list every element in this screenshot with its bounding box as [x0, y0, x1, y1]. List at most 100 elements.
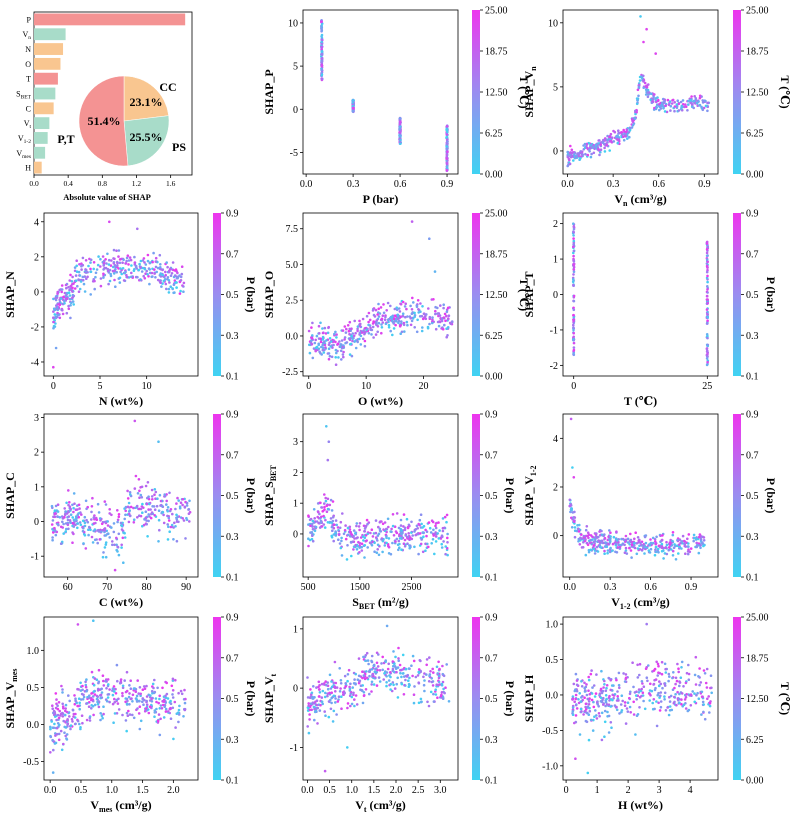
scatter-point [333, 332, 336, 336]
scatter-point [63, 713, 67, 717]
scatter-point [652, 682, 656, 686]
scatter-point [334, 530, 337, 533]
scatter-point [571, 710, 575, 713]
scatter-point [323, 493, 326, 496]
scatter-point [446, 150, 449, 153]
scatter-point [700, 713, 703, 716]
scatter-point [117, 697, 120, 701]
scatter-point [112, 687, 116, 691]
scatter-point [125, 711, 129, 715]
scatter-point [692, 536, 696, 540]
scatter-point [339, 349, 343, 353]
scatter-point [132, 716, 136, 720]
scatter-point [116, 702, 120, 705]
scatter-point [337, 528, 340, 532]
scatter-point [89, 261, 92, 264]
colorbar [472, 617, 480, 780]
scatter-point [113, 264, 117, 267]
scatter-point [672, 546, 676, 549]
scatter-point [600, 540, 603, 543]
scatter-point [70, 280, 74, 283]
scatter-point [663, 684, 667, 687]
scatter-point [635, 690, 638, 693]
scatter-point [52, 297, 55, 301]
scatter-point [442, 674, 446, 678]
scatter-point [393, 687, 397, 690]
scatter-point [440, 546, 444, 549]
scatter-point [113, 543, 116, 547]
scatter-point [108, 279, 112, 283]
x-axis-label: N (wt%) [99, 394, 143, 408]
scatter-point [179, 275, 183, 279]
scatter-point [601, 141, 605, 144]
scatter-point [122, 561, 125, 564]
scatter-point [106, 520, 109, 523]
scatter-point [122, 531, 125, 534]
scatter-point [363, 677, 367, 681]
scatter-point [359, 684, 363, 687]
scatter-point [165, 499, 168, 503]
scatter-point [663, 110, 667, 113]
scatter-point [132, 518, 136, 521]
scatter-point [117, 532, 121, 536]
scatter-point [138, 265, 142, 268]
scatter-point [74, 697, 77, 700]
scatter-point [606, 710, 609, 714]
scatter-point [413, 528, 417, 532]
scatter-point [427, 521, 431, 524]
scatter-point [152, 686, 155, 690]
scatter-point [85, 518, 88, 522]
scatter-point [368, 318, 372, 322]
scatter-point [445, 124, 449, 128]
scatter-point [572, 316, 576, 319]
scatter-point [77, 270, 81, 274]
scatter-point [308, 718, 311, 721]
x-tick-label: 2 [626, 785, 631, 796]
scatter-point [645, 84, 648, 88]
scatter-point [120, 524, 124, 527]
scatter-point [108, 220, 111, 224]
scatter-point [581, 694, 584, 698]
scatter-point [414, 533, 418, 537]
scatter-point [709, 674, 713, 677]
scatter-point [409, 323, 413, 327]
scatter-point [429, 531, 433, 534]
scatter-point [121, 686, 125, 690]
scatter-point [588, 539, 591, 543]
scatter-point [432, 700, 436, 703]
y-tick-label: 5 [553, 82, 558, 93]
scatter-point [428, 656, 431, 659]
scatter-point [358, 542, 362, 545]
scatter-point [78, 722, 81, 726]
scatter-point [164, 273, 167, 277]
scatter-point [87, 264, 90, 268]
scatter-point [632, 545, 635, 549]
scatter-point [639, 15, 642, 18]
scatter-point [408, 546, 412, 550]
y-tick-label: -0.5 [23, 757, 39, 768]
scatter-point [706, 298, 709, 301]
scatter-point [386, 301, 390, 305]
importance-xtick: 1.2 [132, 179, 142, 188]
scatter-point [572, 268, 576, 271]
scatter-point [65, 720, 69, 724]
scatter-point [158, 707, 162, 710]
scatter-point [421, 326, 424, 329]
scatter-point [318, 512, 321, 516]
scatter-point [156, 719, 160, 723]
scatter-point [575, 703, 578, 706]
scatter-point [82, 282, 86, 286]
scatter-point [329, 517, 333, 520]
scatter-point [146, 535, 149, 538]
scatter-point [624, 549, 628, 552]
scatter-point [323, 682, 326, 685]
scatter-point [706, 310, 709, 314]
scatter-point [657, 684, 661, 688]
scatter-point [572, 306, 575, 310]
x-tick-label: 2.0 [167, 785, 180, 796]
importance-category-label: T [26, 75, 31, 84]
scatter-point [159, 499, 163, 503]
scatter-point [150, 495, 154, 498]
scatter-point [677, 102, 681, 105]
scatter-point [361, 317, 365, 321]
